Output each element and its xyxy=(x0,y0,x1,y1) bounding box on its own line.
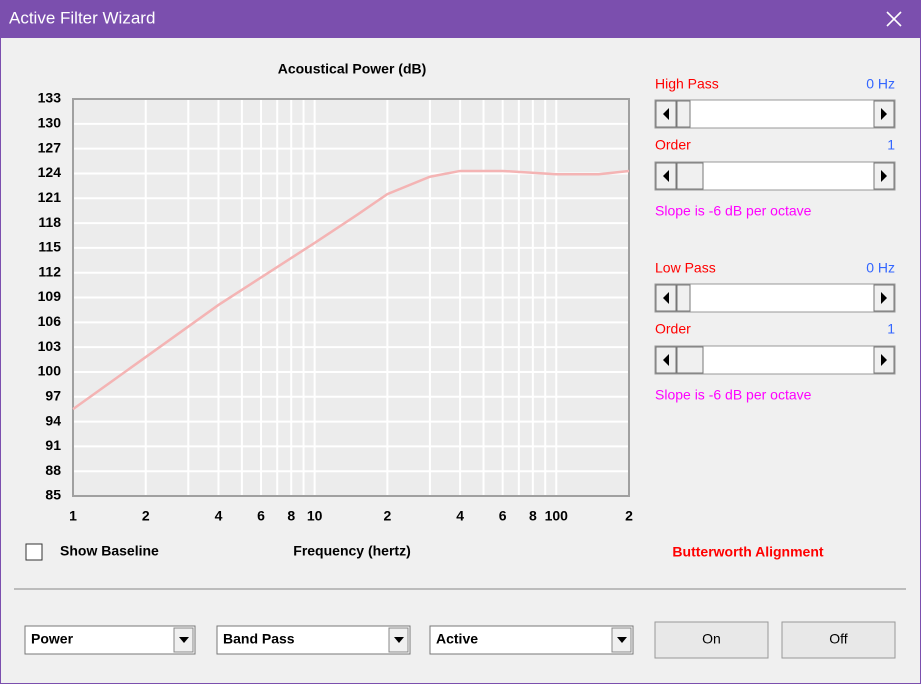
scroll-thumb[interactable] xyxy=(676,346,704,374)
x-tick-label: 2 xyxy=(383,508,391,524)
x-tick-label: 2 xyxy=(625,508,633,524)
x-tick-label: 1 xyxy=(69,508,77,524)
arrow-left xyxy=(663,108,669,120)
y-tick-label: 100 xyxy=(38,363,62,379)
y-tick-label: 85 xyxy=(45,487,61,503)
y-tick-label: 121 xyxy=(38,189,62,205)
y-tick-label: 88 xyxy=(45,462,61,478)
scroll-thumb[interactable] xyxy=(676,100,691,128)
dropdown[interactable] xyxy=(429,625,634,655)
alignment-text: Butterworth Alignment xyxy=(672,544,823,560)
x-tick-label: 8 xyxy=(529,508,537,524)
window-title: Active Filter Wizard xyxy=(9,8,155,27)
y-tick-label: 124 xyxy=(38,164,62,180)
y-tick-label: 115 xyxy=(38,239,61,255)
y-tick-label: 130 xyxy=(38,115,62,131)
arrow-left xyxy=(663,354,669,366)
dropdown-arrow xyxy=(617,637,627,643)
button[interactable] xyxy=(654,621,769,659)
dropdown-value[interactable]: Power xyxy=(31,631,74,647)
high-pass-label: High Pass xyxy=(655,76,719,92)
dropdown-value[interactable]: Active xyxy=(436,631,478,647)
x-tick-label: 8 xyxy=(287,508,295,524)
arrow-right xyxy=(881,354,887,366)
button-label[interactable]: On xyxy=(702,631,721,647)
x-tick-label: 6 xyxy=(257,508,265,524)
scrollbar[interactable] xyxy=(654,283,896,313)
low-pass-value: 0 Hz xyxy=(866,260,895,276)
arrow-left xyxy=(663,170,669,182)
checkbox-label[interactable]: Show Baseline xyxy=(60,543,159,559)
y-tick-label: 118 xyxy=(38,214,61,230)
checkbox[interactable] xyxy=(25,543,43,561)
x-tick-label: 6 xyxy=(499,508,507,524)
y-tick-label: 109 xyxy=(38,288,62,304)
x-tick-label: 4 xyxy=(215,508,223,524)
dropdown-value[interactable]: Band Pass xyxy=(223,631,295,647)
scroll-thumb[interactable] xyxy=(676,284,691,312)
data-line xyxy=(72,169,630,411)
scroll-thumb[interactable] xyxy=(676,162,704,190)
arrow-right xyxy=(881,108,887,120)
x-tick-label: 100 xyxy=(545,508,569,524)
slope-text: Slope is -6 dB per octave xyxy=(655,387,812,403)
chart-title: Acoustical Power (dB) xyxy=(278,61,427,77)
title-bar xyxy=(0,0,921,38)
arrow-right xyxy=(881,170,887,182)
dropdown-arrow xyxy=(394,637,404,643)
order-label: Order xyxy=(655,321,691,337)
order-value: 1 xyxy=(887,137,895,153)
scrollbar[interactable] xyxy=(654,99,896,129)
button-label[interactable]: Off xyxy=(829,631,848,647)
dropdown[interactable] xyxy=(216,625,411,655)
x-tick-label: 10 xyxy=(307,508,323,524)
order-value: 1 xyxy=(887,321,895,337)
y-tick-label: 112 xyxy=(38,263,61,279)
dropdown[interactable] xyxy=(24,625,196,655)
plot-border xyxy=(72,98,630,497)
y-tick-label: 133 xyxy=(38,90,62,106)
button[interactable] xyxy=(781,621,896,659)
arrow-left xyxy=(663,292,669,304)
y-tick-label: 94 xyxy=(45,412,61,428)
y-tick-label: 91 xyxy=(45,437,61,453)
dropdown-arrow xyxy=(179,637,189,643)
y-tick-label: 106 xyxy=(38,313,62,329)
y-tick-label: 103 xyxy=(38,338,62,354)
close-button[interactable] xyxy=(886,11,902,27)
x-tick-label: 2 xyxy=(142,508,150,524)
order-label: Order xyxy=(655,137,691,153)
x-tick-label: 4 xyxy=(456,508,464,524)
y-tick-label: 127 xyxy=(38,139,62,155)
y-tick-label: 97 xyxy=(45,387,61,403)
arrow-right xyxy=(881,292,887,304)
low-pass-label: Low Pass xyxy=(655,260,716,276)
x-axis-label: Frequency (hertz) xyxy=(293,543,410,559)
slope-text: Slope is -6 dB per octave xyxy=(655,203,812,219)
high-pass-value: 0 Hz xyxy=(866,76,895,92)
